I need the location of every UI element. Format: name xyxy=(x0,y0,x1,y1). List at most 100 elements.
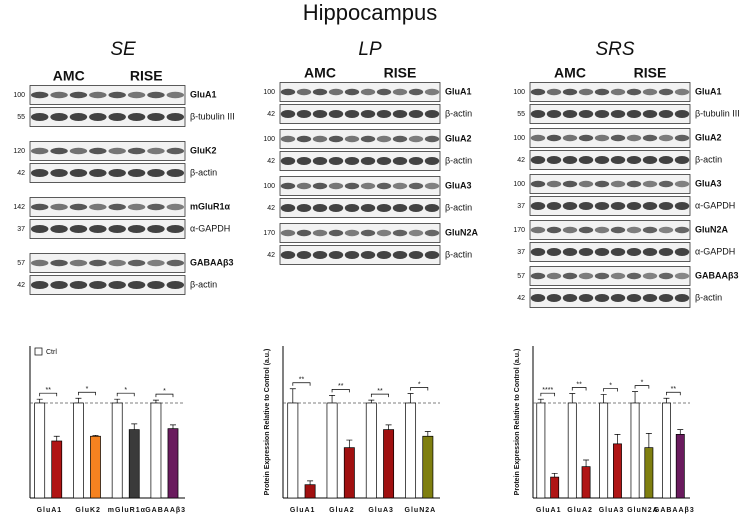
blot-band xyxy=(89,147,107,155)
blot-band xyxy=(360,229,376,237)
protein-label: GluA3 xyxy=(695,178,722,188)
error-bar xyxy=(36,398,43,403)
protein-label: GABAAβ3 xyxy=(695,270,739,280)
blot-band xyxy=(312,251,328,259)
bar xyxy=(343,447,355,499)
blot-band xyxy=(108,91,126,99)
blot-band xyxy=(328,110,344,118)
bar xyxy=(581,466,591,499)
x-tick-label: GluA3 xyxy=(368,507,394,514)
mw-marker: 100 xyxy=(513,135,525,142)
significance-bracket xyxy=(540,392,556,397)
blot-band xyxy=(642,110,658,118)
mw-marker: 57 xyxy=(17,260,25,267)
blot-band xyxy=(594,156,610,164)
blot-band xyxy=(328,204,344,212)
blot-band xyxy=(392,110,408,118)
blot-band xyxy=(30,259,49,267)
error-bar xyxy=(551,472,558,478)
bar xyxy=(550,476,560,499)
blot-band xyxy=(626,88,642,96)
panel-title: SRS xyxy=(595,39,634,60)
blot-strip xyxy=(529,82,691,102)
blot-band xyxy=(562,226,578,234)
blot-band xyxy=(296,135,312,143)
blot-band xyxy=(344,251,360,259)
blot-band xyxy=(30,281,49,289)
blot-strip xyxy=(29,253,186,273)
blot-band xyxy=(408,88,424,96)
significance-label: ** xyxy=(671,386,677,393)
blot-band xyxy=(562,272,578,280)
blot-band xyxy=(30,113,49,121)
blot-band xyxy=(328,182,344,190)
blot-band xyxy=(392,157,408,165)
blot-band xyxy=(392,204,408,212)
protein-label: mGluR1α xyxy=(190,201,231,211)
blot-band xyxy=(530,272,546,280)
protein-label: GluA1 xyxy=(695,86,722,96)
blot-band xyxy=(108,259,126,267)
blot-band xyxy=(610,88,626,96)
blot-band xyxy=(30,169,49,177)
bar xyxy=(128,429,140,499)
blot-band xyxy=(424,135,440,143)
blot-band xyxy=(424,110,440,118)
blot-band xyxy=(674,180,690,188)
blot-band xyxy=(89,281,107,289)
blot-band xyxy=(424,182,440,190)
blot-band xyxy=(30,91,49,99)
legend-label: Ctrl xyxy=(46,349,57,356)
blot-band xyxy=(562,294,578,302)
blot-strip xyxy=(529,288,691,308)
blot-strip xyxy=(279,198,441,218)
blot-band xyxy=(127,203,146,211)
blot-band xyxy=(30,203,49,211)
protein-label: GluA1 xyxy=(445,86,472,96)
blot-band xyxy=(562,88,578,96)
bar xyxy=(644,447,654,499)
significance-label: ** xyxy=(576,381,582,388)
significance-bracket xyxy=(116,392,135,397)
blot-band xyxy=(360,204,376,212)
blot-band xyxy=(328,229,344,237)
figure-title: Hippocampus xyxy=(303,0,438,25)
blot-strip xyxy=(29,163,186,183)
blot-band xyxy=(69,169,88,177)
blot-band xyxy=(280,135,296,143)
blot-band xyxy=(408,157,424,165)
blot-band xyxy=(642,248,658,256)
blot-band xyxy=(642,226,658,234)
blot-band xyxy=(562,134,578,142)
blot-band xyxy=(344,88,360,96)
blot-band xyxy=(674,110,690,118)
error-bar xyxy=(614,434,621,444)
y-axis-label: Protein Expression Relative to Control (… xyxy=(264,349,271,496)
blot-band xyxy=(610,180,626,188)
bar xyxy=(405,402,417,499)
blot-band xyxy=(674,226,690,234)
blot-band xyxy=(424,229,440,237)
blot-band xyxy=(312,182,328,190)
blot-band xyxy=(376,229,392,237)
bar xyxy=(383,429,395,499)
blot-band xyxy=(108,113,126,121)
error-bar xyxy=(131,423,138,430)
error-bar xyxy=(424,431,431,437)
blot-band xyxy=(626,248,642,256)
blot-band xyxy=(408,251,424,259)
blot-band xyxy=(642,156,658,164)
mw-marker: 57 xyxy=(517,273,525,280)
mw-marker: 37 xyxy=(517,203,525,210)
blot-band xyxy=(69,281,88,289)
blot-band xyxy=(50,147,68,155)
blot-band xyxy=(312,229,328,237)
blot-band xyxy=(626,156,642,164)
blot-band xyxy=(360,135,376,143)
error-bar xyxy=(407,393,414,403)
blot-band xyxy=(658,202,674,210)
significance-bracket xyxy=(603,388,618,392)
blot-band xyxy=(658,110,674,118)
blot-band xyxy=(328,88,344,96)
